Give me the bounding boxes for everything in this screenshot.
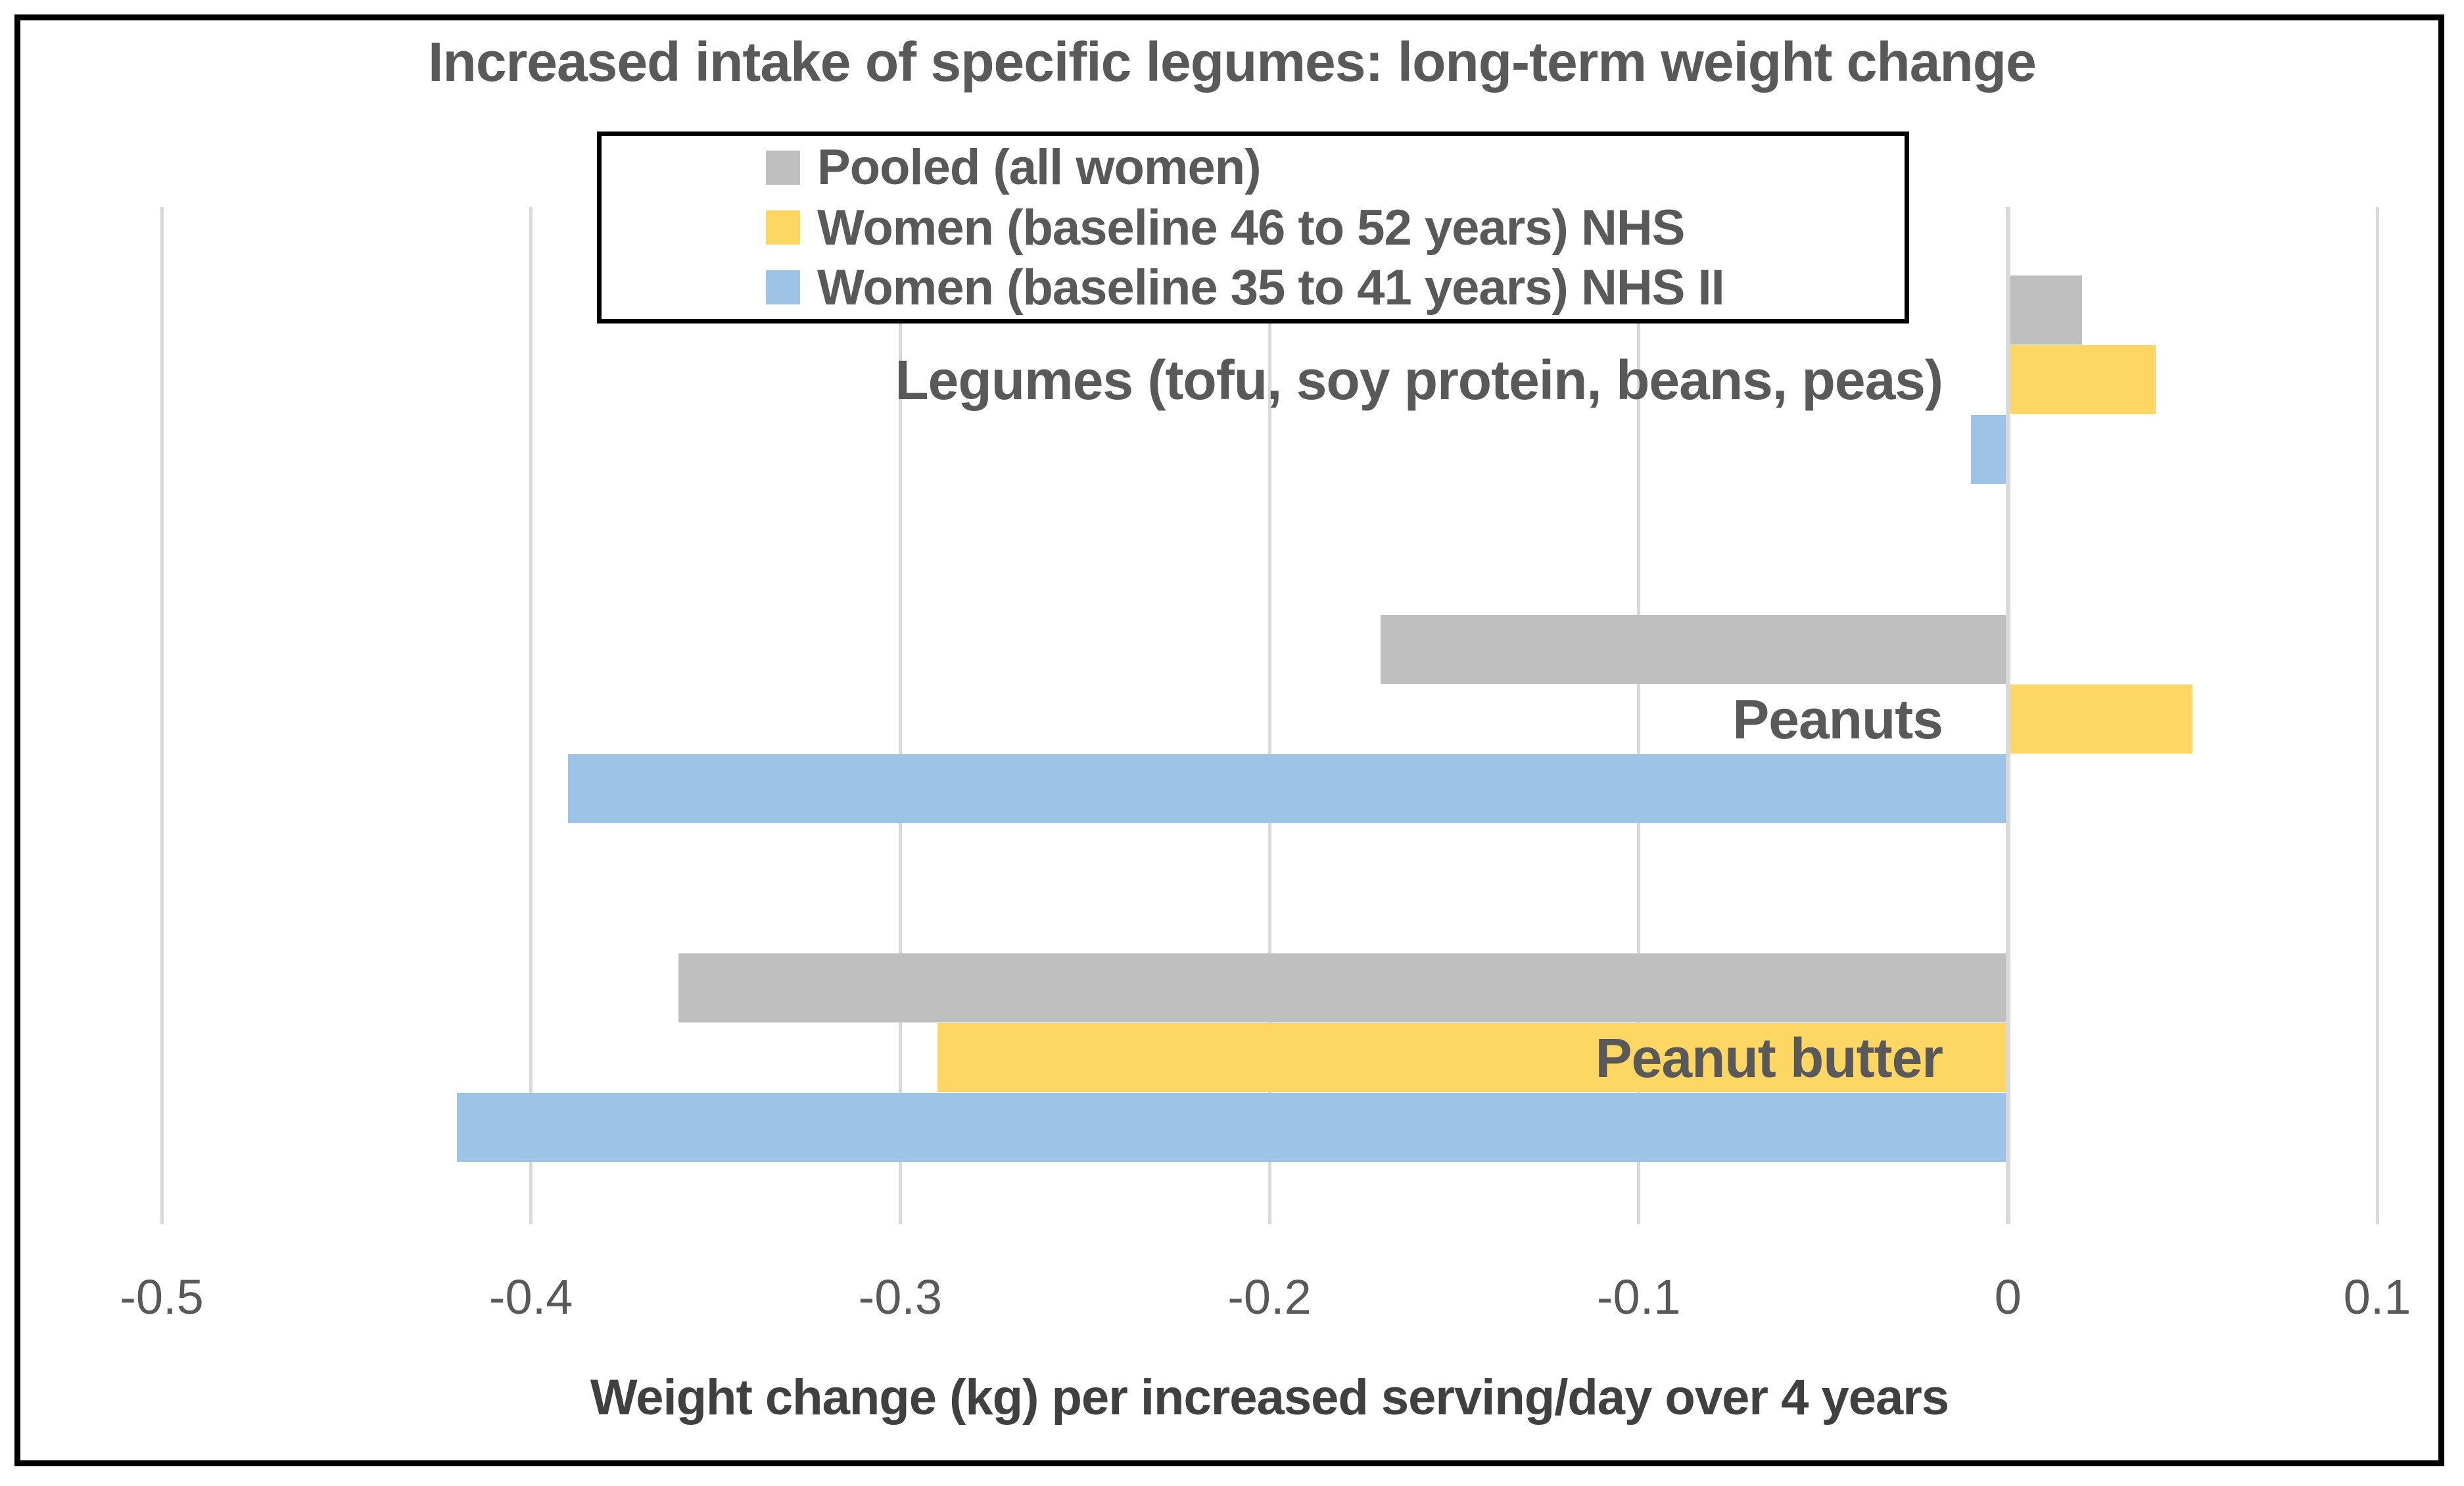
legend: Pooled (all women) Women (baseline 46 to … [597,132,1909,324]
gridline [1637,207,1641,1224]
category-label-1: Legumes (tofu, soy protein, beans, peas) [895,349,1943,411]
legend-label-nhs: Women (baseline 46 to 52 years) NHS [817,199,1685,256]
bar-pooled-category-2 [1380,614,2008,684]
x-axis-title: Weight change (kg) per increased serving… [590,1370,1949,1426]
x-tick-label-0.1: 0.1 [2343,1270,2411,1324]
zero-axis-line [2005,207,2010,1224]
x-tick-label--0.1: -0.1 [1596,1270,1681,1324]
chart-border-frame [14,14,2444,1466]
x-tick-label--0.3: -0.3 [858,1270,943,1324]
bar-pooled-category-3 [678,953,2008,1023]
category-label-2: Peanuts [1732,688,1943,750]
gridline [160,207,164,1224]
legend-item-nhs2: Women (baseline 35 to 41 years) NHS II [766,259,1905,316]
legend-item-nhs: Women (baseline 46 to 52 years) NHS [766,199,1905,256]
bar-nhs2-category-2 [567,754,2008,823]
bar-nhs-category-1 [2008,345,2156,414]
bar-nhs-category-3 [937,1023,2008,1093]
legend-label-pooled: Pooled (all women) [817,139,1261,196]
chart-title: Increased intake of specific legumes: lo… [428,31,2037,93]
gridline [2375,207,2379,1224]
legend-swatch-nhs2 [766,270,800,305]
gridline [1268,207,1271,1224]
bar-nhs2-category-1 [1971,415,2008,484]
x-tick-label--0.4: -0.4 [488,1270,573,1324]
x-tick-label--0.2: -0.2 [1227,1270,1312,1324]
bar-nhs-category-2 [2008,684,2193,754]
x-tick-label-0: 0 [1994,1270,2022,1324]
bar-nhs2-category-3 [457,1093,2008,1162]
legend-item-pooled: Pooled (all women) [766,139,1905,196]
gridline [529,207,533,1224]
legend-label-nhs2: Women (baseline 35 to 41 years) NHS II [817,259,1725,316]
plot-area [160,207,2379,1224]
legend-swatch-pooled [766,150,800,185]
legend-swatch-nhs [766,210,800,245]
category-label-3: Peanut butter [1595,1027,1943,1090]
gridline [898,207,902,1224]
x-tick-label--0.5: -0.5 [120,1270,204,1324]
bar-pooled-category-1 [2008,276,2082,345]
